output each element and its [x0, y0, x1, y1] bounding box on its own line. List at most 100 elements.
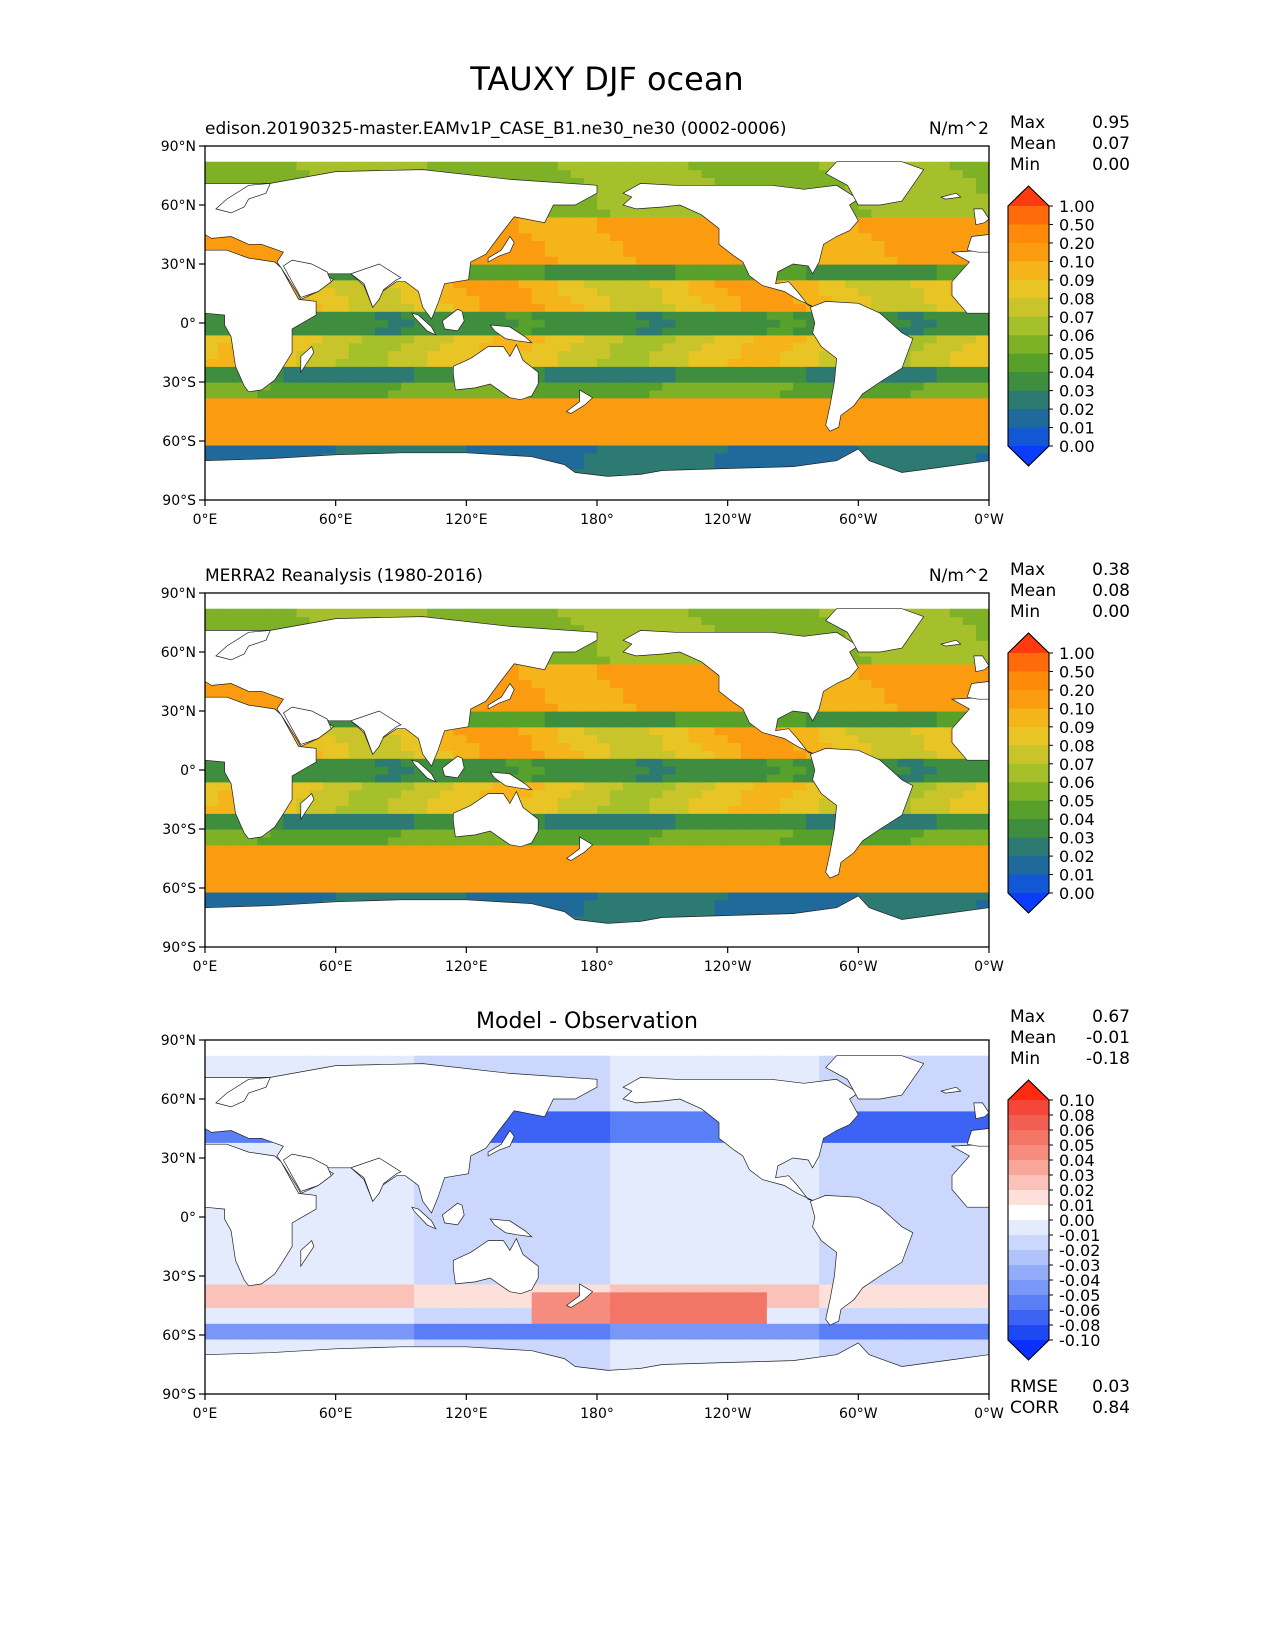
field-cell [662, 374, 676, 383]
field-cell [662, 382, 676, 391]
field-cell [832, 437, 846, 446]
field-cell [936, 264, 951, 273]
field-cell [218, 444, 232, 454]
field-cell [910, 655, 925, 665]
field-cell [544, 256, 559, 265]
field-cell [309, 844, 324, 854]
field-cell [335, 813, 350, 822]
field-cell [466, 789, 480, 799]
field-cell [740, 326, 755, 336]
field-cell [492, 256, 507, 265]
field-cell [923, 177, 938, 186]
field-cell [218, 429, 232, 438]
field-cell [975, 884, 989, 893]
field-cell [597, 742, 611, 751]
field-cell [740, 797, 755, 806]
field-cell [949, 177, 964, 186]
field-cell [597, 169, 611, 179]
field-cell [544, 405, 559, 415]
field-cell [949, 781, 964, 791]
field-cell [610, 640, 624, 649]
field-cell [518, 397, 533, 407]
field-cell [753, 616, 768, 626]
field-cell [897, 460, 912, 470]
field-cell [779, 899, 794, 909]
field-cell [505, 256, 520, 265]
field-cell [570, 271, 585, 281]
field-cell [309, 366, 324, 375]
field-cell [205, 389, 219, 399]
field-cell [531, 876, 546, 885]
field-cell [570, 734, 585, 744]
field-cell [335, 389, 350, 399]
field-cell [779, 797, 794, 806]
field-cell [401, 326, 415, 336]
field-cell [779, 319, 794, 328]
field-cell [806, 899, 820, 909]
field-cell [675, 829, 690, 838]
field-cell [962, 397, 977, 407]
field-cell [649, 232, 663, 241]
field-cell [832, 742, 846, 751]
xtick-label: 120°E [445, 512, 488, 528]
field-cell [531, 781, 546, 791]
field-cell [610, 405, 624, 415]
field-cell [244, 624, 258, 633]
field-cell [401, 868, 415, 877]
field-cell [806, 836, 820, 846]
field-cell [975, 311, 989, 320]
field-cell [675, 421, 690, 430]
field-cell [583, 248, 598, 257]
field-cell [309, 169, 324, 179]
field-cell [610, 655, 624, 665]
field-cell [675, 397, 690, 407]
field-cell [387, 844, 402, 854]
field-cell [440, 891, 454, 901]
field-cell [793, 907, 807, 917]
field-cell [623, 750, 637, 759]
field-cell [662, 797, 676, 806]
field-cell [701, 319, 716, 328]
field-cell [440, 868, 454, 877]
field-cell [688, 718, 703, 728]
field-cell [361, 781, 376, 791]
field-cell [910, 758, 925, 767]
field-cell [936, 248, 951, 257]
field-cell [583, 389, 598, 399]
field-cell [479, 726, 494, 736]
field-cell [557, 248, 572, 257]
field-cell [962, 208, 977, 218]
field-cell [714, 868, 729, 877]
field-cell [544, 821, 559, 830]
field-cell [401, 758, 415, 767]
field-cell [949, 413, 964, 422]
field-cell [531, 295, 546, 304]
field-cell [361, 405, 376, 415]
field-cell [544, 860, 559, 869]
field-cell [936, 868, 951, 877]
field-cell [466, 726, 480, 736]
field-cell [531, 844, 546, 854]
field-cell [479, 781, 494, 791]
field-cell [949, 185, 964, 194]
field-cell [401, 836, 415, 846]
field-cell [296, 781, 311, 791]
field-cell [766, 397, 781, 407]
field-cell [492, 161, 507, 171]
field-cell [688, 868, 703, 877]
field-cell [231, 891, 245, 901]
colorbar-label: 0.10 [1059, 699, 1095, 718]
field-cell [231, 452, 245, 462]
field-cell [701, 350, 716, 359]
field-cell [766, 161, 781, 171]
field-cell [205, 821, 219, 830]
field-cell [296, 366, 311, 375]
field-cell [740, 836, 755, 846]
colorbar-label: 0.00 [1059, 437, 1095, 456]
field-cell [518, 734, 533, 744]
field-cell [492, 718, 507, 728]
field-cell [309, 444, 324, 454]
field-cell [492, 726, 507, 736]
